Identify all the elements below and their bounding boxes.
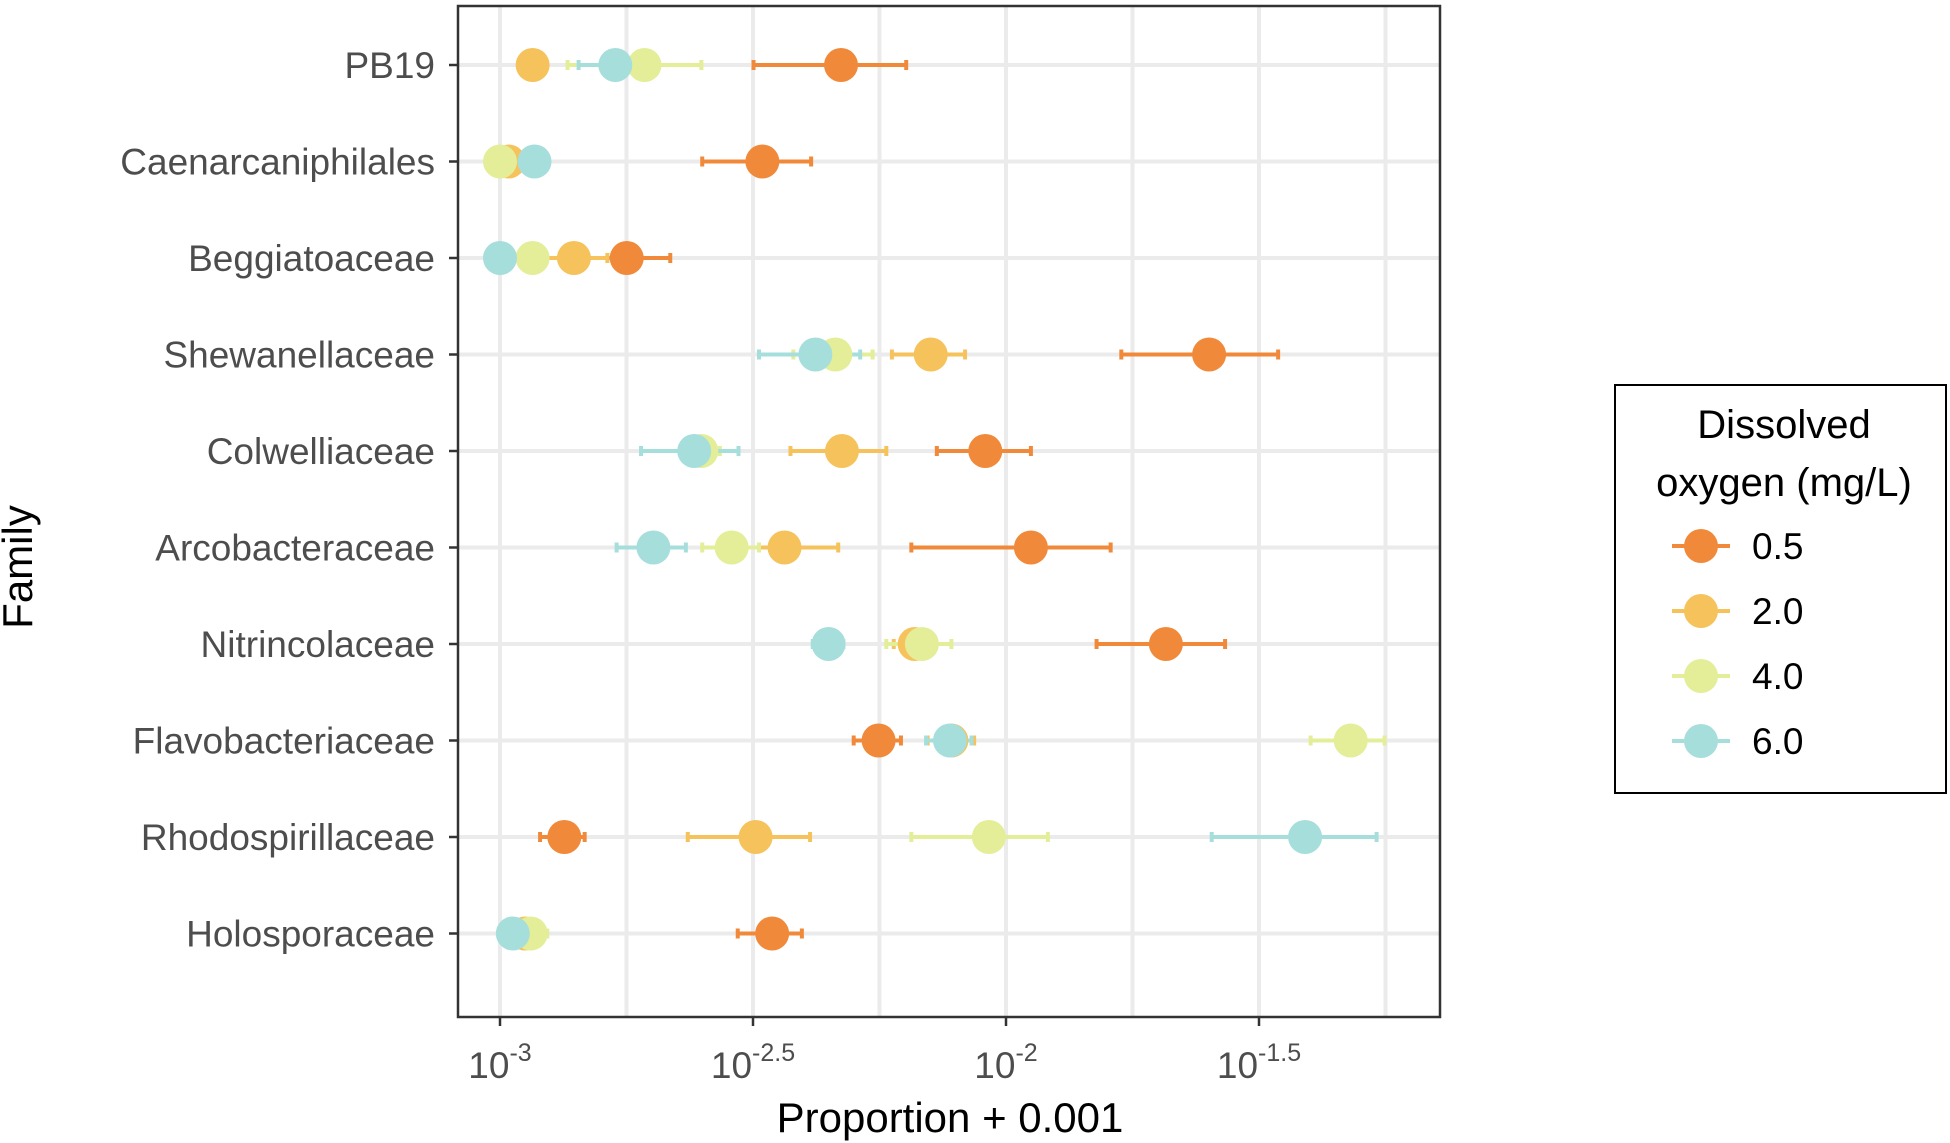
x-tick-label: 10-3: [468, 1039, 531, 1086]
y-tick-label: Rhodospirillaceae: [141, 817, 435, 858]
series-0.5: [538, 60, 1281, 939]
data-point: [824, 434, 859, 468]
series-points-6.0: [483, 48, 1323, 951]
data-point: [636, 530, 671, 565]
legend-item-6.0: 6.0: [1672, 721, 1803, 762]
legend-item-4.0: 4.0: [1672, 656, 1803, 697]
data-point: [913, 337, 948, 372]
data-point: [556, 241, 591, 275]
x-tick-label: 10-1.5: [1217, 1039, 1301, 1086]
y-tick-label: Beggiatoaceae: [188, 238, 435, 279]
data-point: [483, 241, 517, 275]
data-point: [745, 144, 780, 179]
data-point: [515, 241, 550, 275]
legend-label: 2.0: [1752, 591, 1803, 632]
legend-title-line-1: Dissolved: [1697, 403, 1870, 447]
data-point: [798, 337, 833, 372]
data-point: [609, 241, 644, 275]
legend-key-point: [1684, 659, 1718, 693]
plot-border: [456, 4, 1442, 1019]
legend-key-point: [1684, 594, 1718, 628]
series-layer: [483, 48, 1387, 951]
series-points-0.5: [547, 48, 1227, 951]
x-axis-title: Proportion + 0.001: [777, 1094, 1124, 1141]
y-tick-label: Caenarcaniphilales: [120, 142, 435, 183]
data-point: [515, 48, 550, 82]
data-point: [1013, 530, 1048, 565]
y-tick-label: Colwelliaceae: [207, 431, 435, 472]
legend: Dissolved oxygen (mg/L) 0.5 2.0 4.0 6.0: [1614, 384, 1947, 794]
data-point: [824, 48, 859, 82]
data-point: [968, 434, 1003, 468]
legend-box: [1614, 384, 1947, 794]
data-point: [861, 723, 896, 758]
data-point: [1148, 627, 1183, 661]
data-point: [483, 144, 517, 179]
x-axis: 10-3 10-2.5 10-2 10-1.5: [468, 1017, 1301, 1086]
data-point: [627, 48, 662, 82]
grid: [458, 6, 1440, 1017]
data-point: [495, 916, 530, 951]
data-point: [904, 627, 939, 661]
data-point: [677, 434, 712, 468]
y-tick-label: Flavobacteriaceae: [133, 721, 435, 762]
legend-key-point: [1684, 724, 1718, 758]
data-point: [932, 723, 967, 758]
legend-label: 6.0: [1752, 721, 1803, 762]
legend-key-point: [1684, 529, 1718, 563]
x-tick-label: 10-2.5: [711, 1039, 795, 1086]
series-4.0: [510, 60, 1387, 939]
legend-label: 0.5: [1752, 526, 1803, 567]
y-tick-label: Arcobacteraceae: [155, 528, 435, 569]
data-point: [811, 627, 846, 661]
legend-title-line-2: oxygen (mg/L): [1656, 461, 1912, 505]
x-tick-label: 10-2: [974, 1039, 1037, 1086]
y-tick-label: Holosporaceae: [186, 914, 435, 955]
legend-keys: 0.5 2.0 4.0 6.0: [1672, 526, 1803, 762]
data-point: [1333, 723, 1368, 758]
data-point: [1192, 337, 1227, 372]
series-points-4.0: [483, 48, 1368, 951]
data-point: [1288, 820, 1323, 854]
data-point: [767, 530, 802, 565]
series-points-2.0: [491, 48, 969, 951]
y-tick-label: Nitrincolaceae: [201, 624, 435, 665]
data-point: [517, 144, 552, 179]
legend-item-0.5: 0.5: [1672, 526, 1803, 567]
legend-item-2.0: 2.0: [1672, 591, 1803, 632]
data-point: [971, 820, 1006, 854]
data-point: [598, 48, 633, 82]
y-tick-label: Shewanellaceae: [163, 335, 435, 376]
y-tick-label: PB19: [344, 45, 435, 86]
data-point: [738, 820, 773, 854]
y-axis-title: Family: [0, 505, 41, 629]
legend-label: 4.0: [1752, 656, 1803, 697]
data-point: [547, 820, 582, 854]
data-point: [755, 916, 790, 951]
y-axis: PB19 Caenarcaniphilales Beggiatoaceae Shewa…: [120, 45, 458, 955]
data-point: [714, 530, 749, 565]
